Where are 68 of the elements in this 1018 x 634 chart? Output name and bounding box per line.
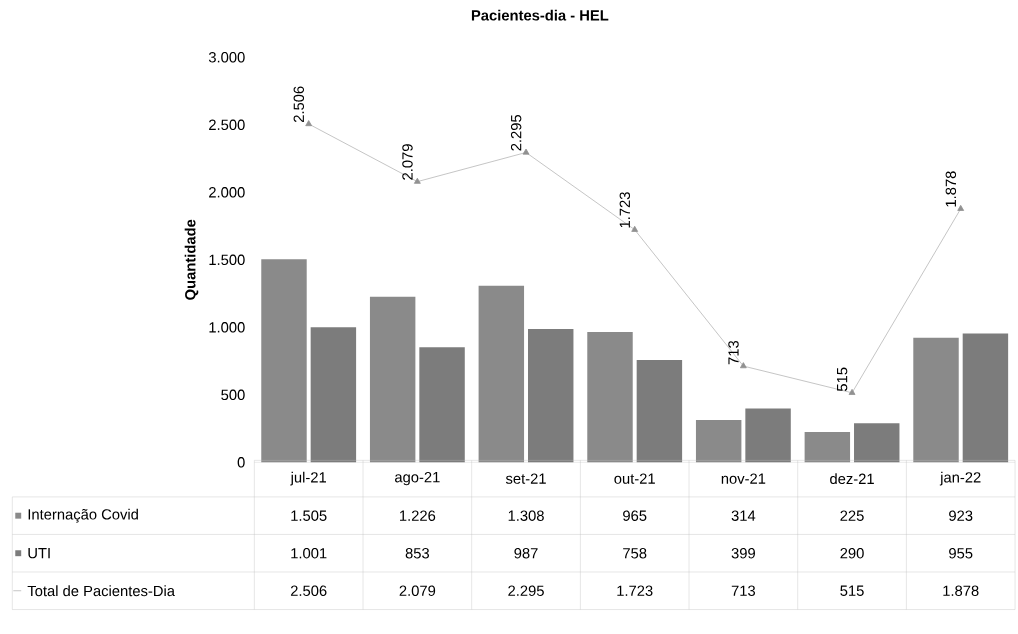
data-label: 965 bbox=[623, 510, 647, 521]
x-tick-label: jan-22 bbox=[939, 471, 981, 486]
bar bbox=[804, 431, 851, 463]
data-label: 1.001 bbox=[291, 547, 327, 559]
text: 713 bbox=[728, 340, 739, 365]
bar bbox=[913, 337, 959, 463]
data-label: 1.505 bbox=[291, 510, 327, 521]
point bbox=[413, 177, 421, 184]
point bbox=[739, 362, 747, 369]
point bbox=[522, 148, 530, 155]
data-label: 2.295 bbox=[508, 585, 544, 596]
bar bbox=[528, 328, 574, 463]
bar bbox=[745, 408, 791, 463]
bar bbox=[419, 347, 465, 463]
data-label: 987 bbox=[514, 547, 538, 559]
point bbox=[305, 120, 313, 126]
y-tick-label: 2.500 bbox=[209, 119, 245, 130]
point bbox=[631, 225, 639, 232]
legend-label: Total de Pacientes-Dia bbox=[27, 585, 175, 597]
data-label: 1.226 bbox=[400, 510, 436, 521]
data-label: 225 bbox=[840, 510, 864, 521]
y-tick-label: 1.000 bbox=[209, 321, 245, 333]
data-label: 290 bbox=[840, 547, 864, 559]
x-tick-label: jul-21 bbox=[290, 471, 327, 486]
data-label: 2.506 bbox=[290, 585, 327, 596]
y-tick-label: 3.000 bbox=[208, 51, 245, 63]
text: 515 bbox=[837, 367, 848, 391]
bar bbox=[369, 296, 416, 463]
bar bbox=[310, 327, 357, 463]
chart-title: Pacientes-dia - HEL bbox=[471, 9, 609, 21]
bar bbox=[261, 259, 307, 463]
y-tick-label: 0 bbox=[237, 457, 245, 468]
text: 2.506 bbox=[293, 86, 305, 122]
bar bbox=[695, 419, 742, 463]
point bbox=[848, 388, 856, 395]
text: 2.079 bbox=[402, 144, 413, 180]
data-label: 955 bbox=[949, 547, 973, 559]
data-label: 2.079 bbox=[399, 585, 436, 596]
x-tick-label: out-21 bbox=[614, 473, 655, 484]
x-tick-label: ago-21 bbox=[395, 471, 440, 486]
text: 1.878 bbox=[945, 171, 957, 207]
data-label: 515 bbox=[840, 585, 864, 596]
bar bbox=[854, 423, 900, 463]
bar bbox=[636, 359, 683, 463]
data-label: 1.723 bbox=[617, 585, 653, 596]
legend-label: UTI bbox=[28, 547, 50, 559]
text: 1.723 bbox=[619, 192, 631, 228]
y-tick-label: 2.000 bbox=[209, 186, 245, 198]
data-label: 1.308 bbox=[508, 510, 544, 521]
bar bbox=[962, 333, 1009, 463]
x-tick-label: dez-21 bbox=[830, 473, 874, 484]
y-tick-label: 1.500 bbox=[209, 254, 245, 265]
data-label: 923 bbox=[949, 510, 973, 521]
x-tick-label: set-21 bbox=[505, 473, 546, 484]
data-label: 713 bbox=[731, 585, 756, 596]
data-label: 399 bbox=[731, 547, 755, 559]
text: 2.295 bbox=[510, 114, 522, 151]
bar bbox=[587, 331, 633, 463]
bar bbox=[478, 285, 525, 463]
data-label: 853 bbox=[405, 547, 430, 559]
data-label: 1.878 bbox=[943, 585, 979, 596]
legend-label: Internação Covid bbox=[28, 508, 138, 523]
point bbox=[957, 204, 965, 211]
y-tick-label: 500 bbox=[221, 389, 245, 400]
data-label: 758 bbox=[623, 547, 647, 559]
y-axis-title: Quantidade bbox=[184, 219, 199, 300]
data-label: 314 bbox=[731, 510, 756, 521]
x-tick-label: nov-21 bbox=[721, 473, 766, 484]
